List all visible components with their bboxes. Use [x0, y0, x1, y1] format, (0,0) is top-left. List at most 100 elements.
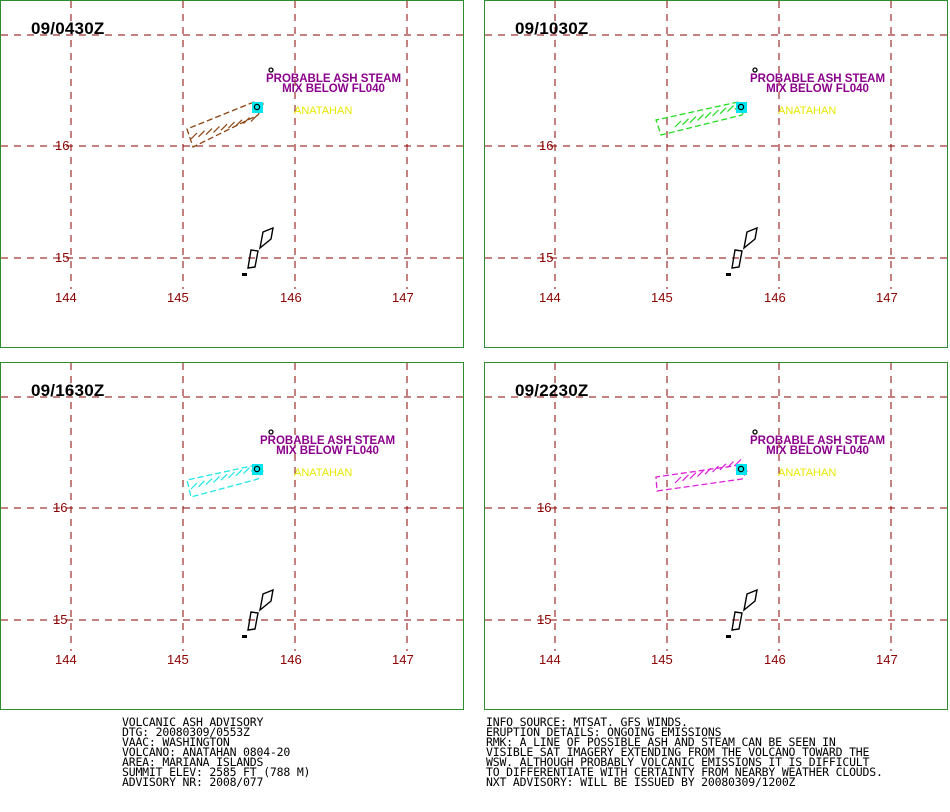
- ash-plume-outline: [186, 464, 264, 498]
- lat-tick-label: 15: [537, 612, 552, 627]
- ash-plume-hatch: [674, 120, 682, 128]
- map-graphics: ": [485, 1, 947, 289]
- top-mark: ": [761, 363, 764, 369]
- ash-plume-hatch: [704, 111, 712, 119]
- ash-plume-hatch: [697, 469, 704, 477]
- annotation-line: PROBABLE ASH STEAM: [266, 73, 402, 85]
- advisory-line: ADVISORY NR: 2008/077: [122, 775, 264, 789]
- map-graphics: ": [485, 363, 947, 651]
- ash-plume-hatch: [243, 117, 250, 125]
- ash-plume-hatch: [213, 125, 220, 133]
- island-outline: [247, 249, 259, 269]
- ash-plume-hatch: [727, 461, 734, 469]
- lat-tick-label: 16: [537, 500, 552, 515]
- map-graphics: ": [1, 363, 463, 651]
- volcano-marker: [252, 464, 263, 475]
- annotation-line: MIX BELOW FL040: [276, 445, 379, 457]
- advisory-line: SUMMIT ELEV: 2585 FT (788 M): [122, 765, 311, 779]
- island-outline: [268, 67, 274, 73]
- volcano-marker: [737, 465, 745, 473]
- ash-plume-outline: [655, 464, 748, 492]
- lon-tick-label: 146: [280, 290, 302, 305]
- ash-plume-hatch: [689, 472, 697, 480]
- advisory-line: ERUPTION DETAILS: ONGOING EMISSIONS: [486, 725, 722, 739]
- plume-annotation: PROBABLE ASH STEAM MIX BELOW FL040: [260, 435, 396, 457]
- lon-tick-label: 144: [539, 652, 561, 667]
- island-outline: [742, 226, 758, 250]
- annotation-line: PROBABLE ASH STEAM: [260, 435, 396, 447]
- lat-tick-label: 15: [539, 250, 554, 265]
- ash-plume-hatch: [704, 467, 712, 475]
- forecast-panel-3: " 09/1630Z 144 145 146 147 16 15 PROBABLE ASH …: [0, 362, 464, 710]
- island-outline: [752, 67, 758, 73]
- volcano-marker: [737, 103, 745, 111]
- panel-time-label: 09/0430Z: [31, 19, 105, 38]
- advisory-line: AREA: MARIANA ISLANDS: [122, 755, 264, 769]
- island-outline: [726, 273, 731, 276]
- ash-plume-hatch: [712, 465, 719, 473]
- lon-tick-label: 145: [651, 652, 673, 667]
- ash-plume-hatch: [712, 109, 719, 117]
- lon-tick-label: 147: [392, 290, 414, 305]
- island-outline: [247, 611, 259, 631]
- ash-plume-hatch: [220, 123, 228, 131]
- map-graphics: ": [1, 1, 463, 289]
- ash-plume-hatch: [697, 113, 704, 121]
- annotation-line: MIX BELOW FL040: [766, 445, 869, 457]
- ash-plume-hatch: [719, 107, 727, 115]
- forecast-panel-4: " 09/2230Z 144 145 146 147 16 15 PROBABLE ASH …: [484, 362, 948, 710]
- annotation-line: MIX BELOW FL040: [766, 83, 869, 95]
- volcano-marker: [253, 465, 261, 473]
- annotation-line: PROBABLE ASH STEAM: [750, 435, 886, 447]
- ash-plume-hatch: [719, 463, 727, 471]
- volcano-name-label: ANATAHAN: [294, 105, 353, 117]
- advisory-line: DTG: 20080309/0553Z: [122, 725, 250, 739]
- ash-plume-hatch: [235, 119, 243, 127]
- plume-annotation: PROBABLE ASH STEAM MIX BELOW FL040: [750, 435, 886, 457]
- advisory-info-left: VOLCANIC ASH ADVISORY DTG: 20080309/0553Z…: [122, 715, 311, 789]
- forecast-panel-1: " 09/0430Z 144 145 146 147 16 15 PROBABLE ASH …: [0, 0, 464, 348]
- ash-plume-outline: [655, 101, 748, 136]
- ash-plume-hatch: [243, 467, 250, 475]
- island-outline: [726, 635, 731, 638]
- panel-time-label: 09/1630Z: [31, 381, 105, 400]
- lon-tick-label: 144: [55, 652, 77, 667]
- lon-tick-label: 144: [539, 290, 561, 305]
- advisory-line: VAAC: WASHINGTON: [122, 735, 230, 749]
- lon-tick-label: 145: [167, 290, 189, 305]
- ash-plume-hatch: [205, 478, 213, 486]
- ash-plume-hatch: [213, 475, 220, 483]
- lat-tick-label: 16: [55, 138, 70, 153]
- advisory-line: TO DIFFERENTIATE WITH CERTAINTY FROM NEA…: [486, 765, 883, 779]
- volcano-marker: [253, 103, 261, 111]
- volcano-marker: [736, 102, 747, 113]
- ash-plume-hatch: [689, 116, 697, 124]
- volcano-name-label: ANATAHAN: [778, 105, 837, 117]
- advisory-line: RMK: A LINE OF POSSIBLE ASH AND STEAM CA…: [486, 735, 836, 749]
- lat-tick-label: 15: [53, 612, 68, 627]
- ash-plume-hatch: [228, 471, 235, 479]
- volcano-name-label: ANATAHAN: [778, 467, 837, 479]
- advisory-line: NXT ADVISORY: WILL BE ISSUED BY 20080309…: [486, 775, 796, 789]
- ash-plume-hatch: [250, 114, 258, 122]
- advisory-line: VOLCANIC ASH ADVISORY: [122, 715, 264, 729]
- island-outline: [258, 588, 274, 612]
- ash-plume-hatch: [674, 476, 682, 484]
- lon-tick-label: 146: [280, 652, 302, 667]
- advisory-line: VOLCANO: ANATAHAN 0804-20: [122, 745, 291, 759]
- ash-plume-hatch: [190, 482, 198, 490]
- volcano-name-label: ANATAHAN: [294, 467, 353, 479]
- forecast-panel-2: " 09/1030Z 144 145 146 147 16 15 PROBABLE ASH …: [484, 0, 948, 348]
- advisory-line: INFO SOURCE: MTSAT. GFS WINDS.: [486, 715, 688, 729]
- island-outline: [242, 273, 247, 276]
- top-mark: ": [761, 1, 764, 7]
- volcano-marker: [252, 102, 263, 113]
- island-outline: [731, 611, 743, 631]
- lat-tick-label: 15: [55, 250, 70, 265]
- ash-plume-hatch: [198, 130, 205, 138]
- advisory-line: VISIBLE SAT IMAGERY EXTENDING FROM THE V…: [486, 745, 870, 759]
- ash-plume-outline: [186, 101, 264, 148]
- ash-plume-hatch: [205, 128, 213, 136]
- ash-plume-hatch: [190, 132, 198, 140]
- lat-tick-label: 16: [539, 138, 554, 153]
